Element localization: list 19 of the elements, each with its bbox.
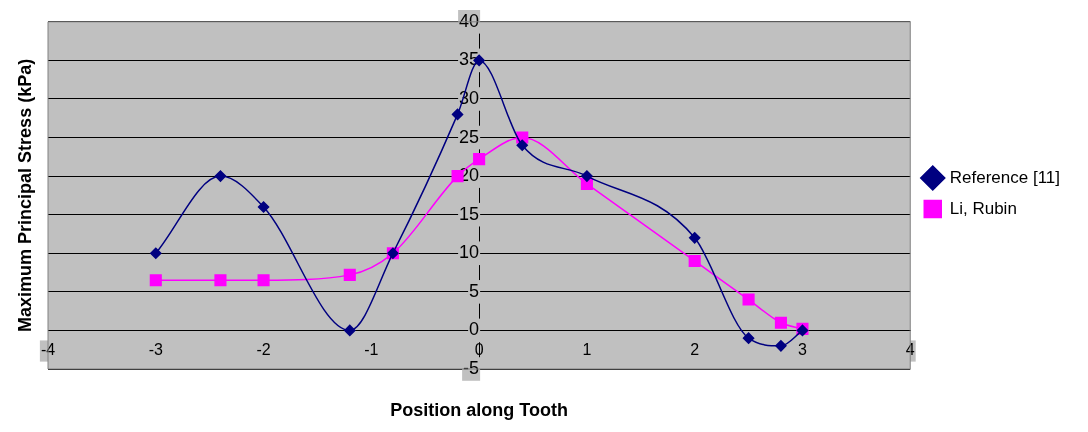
- x-tick-label: 4: [905, 341, 915, 359]
- x-tick-label: -2: [256, 341, 271, 359]
- x-tick-label: 3: [798, 341, 808, 359]
- y-tick-label: 15: [459, 203, 480, 224]
- legend-label: Li, Rubin: [949, 198, 1017, 218]
- x-axis-title: Position along Tooth: [390, 399, 568, 420]
- x-tick-label: -4: [40, 341, 56, 359]
- y-tick-label: 25: [459, 126, 480, 147]
- y-tick-label: -5: [463, 357, 480, 378]
- y-tick-label: 10: [459, 242, 480, 263]
- y-axis-title: Maximum Principal Stress (kPa): [14, 58, 35, 332]
- y-tick-label: 5: [469, 280, 480, 301]
- x-tick-label: 1: [582, 341, 592, 359]
- x-tick-label: -1: [364, 341, 379, 359]
- y-tick-label: 0: [469, 319, 480, 340]
- x-tick-label: -3: [148, 341, 163, 359]
- y-tick-label: 40: [459, 10, 480, 31]
- legend-label: Reference [11]: [949, 167, 1061, 187]
- x-tick-label: 2: [690, 341, 700, 359]
